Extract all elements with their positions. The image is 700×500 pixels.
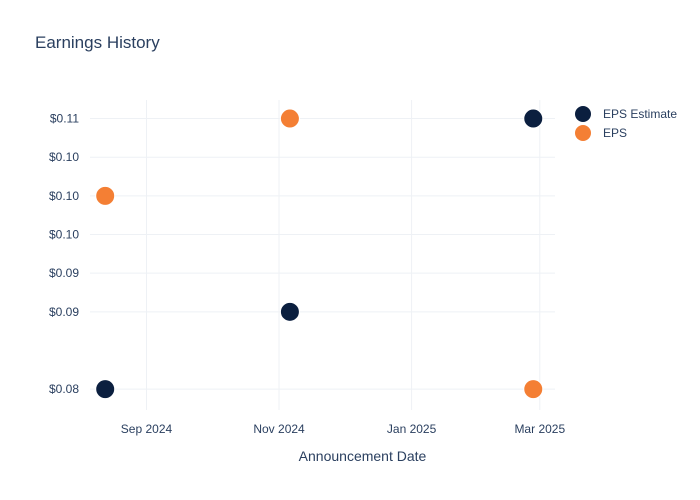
y-tick-label: $0.10	[49, 150, 79, 164]
legend-label: EPS	[603, 126, 627, 140]
eps-point[interactable]	[523, 379, 544, 400]
x-tick-label: Nov 2024	[253, 422, 305, 436]
grid-layer	[90, 100, 555, 410]
x-tick-label: Sep 2024	[121, 422, 173, 436]
eps-point[interactable]	[95, 185, 116, 206]
legend-label: EPS Estimate	[603, 107, 677, 121]
legend-marker	[575, 106, 591, 122]
y-tick-label: $0.08	[49, 382, 79, 396]
legend-item-eps-estimate[interactable]: EPS Estimate	[575, 106, 677, 122]
y-tick-label: $0.09	[49, 305, 79, 319]
eps-estimate-point[interactable]	[95, 379, 116, 400]
x-tick-label: Jan 2025	[387, 422, 437, 436]
x-tick-label: Mar 2025	[514, 422, 565, 436]
x-axis: Sep 2024 Nov 2024 Jan 2025 Mar 2025	[121, 422, 566, 436]
chart-title: Earnings History	[35, 33, 160, 52]
y-tick-label: $0.09	[49, 266, 79, 280]
y-tick-label: $0.10	[49, 189, 79, 203]
eps-estimate-point[interactable]	[279, 301, 300, 322]
y-axis: $0.08 $0.09 $0.09 $0.10 $0.10 $0.10 $0.11	[49, 112, 79, 397]
x-axis-title: Announcement Date	[299, 448, 427, 464]
legend-item-eps[interactable]: EPS	[575, 125, 627, 141]
legend[interactable]: EPS Estimate EPS	[575, 106, 677, 141]
eps-point[interactable]	[279, 108, 300, 129]
y-tick-label: $0.11	[50, 112, 79, 126]
data-points	[95, 108, 544, 400]
legend-marker	[575, 125, 591, 141]
y-tick-label: $0.10	[49, 228, 79, 242]
eps-estimate-point[interactable]	[523, 108, 544, 129]
